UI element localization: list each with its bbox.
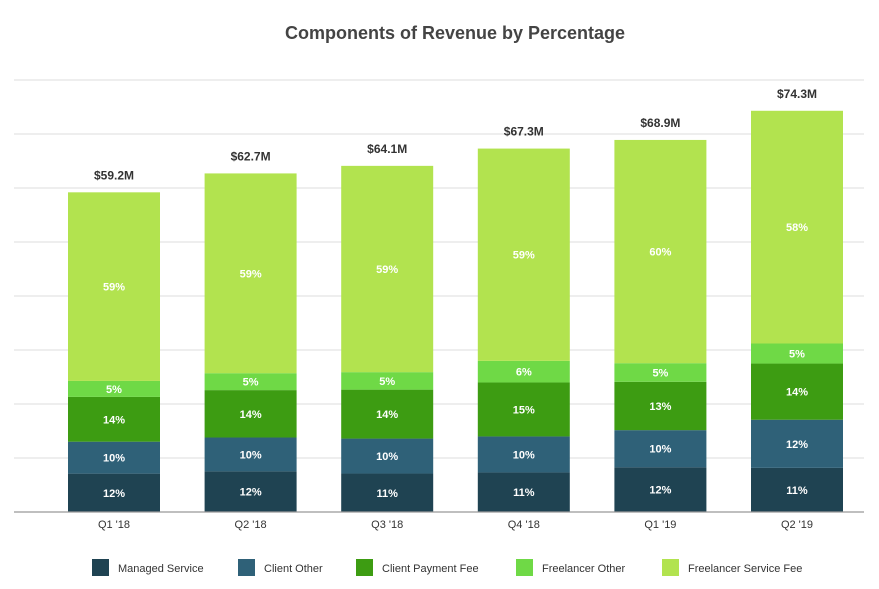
segment-label: 12% (240, 487, 262, 499)
legend-swatch (662, 559, 679, 576)
segment-label: 59% (103, 282, 125, 294)
legend: Managed Service Client Other Client Paymen… (92, 559, 802, 576)
legend-swatch (92, 559, 109, 576)
bar-segment (477, 382, 570, 437)
bar-segment (614, 381, 707, 431)
legend-item: Freelancer Other (516, 559, 625, 576)
segment-label: 12% (786, 439, 808, 451)
segment-label: 5% (789, 349, 805, 361)
chart-title: Components of Revenue by Percentage (285, 23, 625, 43)
bar-segment (751, 419, 843, 468)
segment-label: 10% (240, 449, 262, 461)
legend-item: Client Other (238, 559, 323, 576)
bar-segment (341, 372, 434, 390)
segment-label: 10% (513, 449, 535, 461)
bar-segment (204, 390, 297, 438)
segment-label: 6% (516, 367, 532, 379)
bar-segment (751, 110, 843, 344)
bar-segment (341, 473, 434, 512)
bar-segment (204, 437, 297, 472)
bar-segment (68, 441, 160, 474)
segment-label: 11% (786, 485, 808, 497)
bar-stack: 11% 10% 15% 6% 59% (477, 148, 570, 512)
segment-label: 5% (379, 376, 395, 388)
segment-label: 59% (376, 264, 398, 276)
bar-segment (614, 430, 707, 468)
bar-segment (68, 473, 160, 512)
bar-segment (614, 467, 707, 512)
segment-label: 12% (649, 485, 671, 497)
total-label: $74.3M (777, 87, 817, 101)
legend-swatch (356, 559, 373, 576)
bar-segment (68, 192, 160, 381)
segment-label: 14% (103, 414, 125, 426)
bar-segment (751, 467, 843, 512)
legend-swatch (238, 559, 255, 576)
bar-stack: 12% 10% 14% 5% 59% (204, 173, 297, 512)
bars: 12% 10% 14% 5% 59% 12% 10% 14% 5% 59% 11% 10% 14% 5% 5… (68, 110, 843, 512)
bar-stack: 12% 10% 14% 5% 59% (68, 192, 160, 512)
segment-label: 12% (103, 488, 125, 500)
segment-label: 14% (786, 387, 808, 399)
bar-segment (341, 165, 434, 373)
bar-segment (751, 363, 843, 420)
x-axis-ticks: Q1 '18 Q2 '18 Q3 '18 Q4 '18 Q1 '19 Q2 '19 (98, 519, 813, 531)
x-tick-label: Q1 '19 (644, 519, 676, 531)
bar-segment (751, 343, 843, 364)
legend-label: Freelancer Service Fee (688, 563, 802, 575)
segment-label: 5% (106, 384, 122, 396)
bar-segment (68, 380, 160, 397)
total-label: $64.1M (367, 142, 407, 156)
total-label: $68.9M (640, 116, 680, 130)
segment-label: 5% (652, 367, 668, 379)
segment-label: 11% (376, 488, 398, 500)
x-tick-label: Q2 '18 (235, 519, 267, 531)
segment-label: 59% (240, 268, 262, 280)
segment-label: 14% (240, 409, 262, 421)
bar-segment (204, 373, 297, 391)
bar-segment (204, 471, 297, 512)
segment-label: 10% (649, 444, 671, 456)
total-labels: $59.2M $62.7M $64.1M $67.3M $68.9M $74.3M (94, 87, 817, 183)
bar-stack: 12% 10% 13% 5% 60% (614, 139, 707, 512)
legend-item: Freelancer Service Fee (662, 559, 802, 576)
bar-segment (204, 173, 297, 374)
bar-segment (614, 139, 707, 364)
segment-label: 11% (513, 487, 535, 499)
bar-segment (341, 438, 434, 474)
legend-label: Managed Service (118, 563, 204, 575)
total-label: $67.3M (504, 125, 544, 139)
segment-label: 5% (243, 377, 259, 389)
segment-label: 13% (649, 401, 671, 413)
bar-segment (614, 363, 707, 382)
bar-segment (477, 148, 570, 361)
segment-label: 14% (376, 409, 398, 421)
segment-label: 60% (649, 247, 671, 259)
x-tick-label: Q4 '18 (508, 519, 540, 531)
legend-label: Client Payment Fee (382, 563, 479, 575)
bar-stack: 11% 10% 14% 5% 59% (341, 165, 434, 512)
legend-swatch (516, 559, 533, 576)
segment-label: 15% (513, 404, 535, 416)
x-tick-label: Q3 '18 (371, 519, 403, 531)
bar-segment (477, 472, 570, 512)
legend-item: Client Payment Fee (356, 559, 479, 576)
segment-label: 59% (513, 250, 535, 262)
bar-stack: 11% 12% 14% 5% 58% (751, 110, 843, 512)
legend-label: Client Other (264, 563, 323, 575)
legend-label: Freelancer Other (542, 563, 625, 575)
bar-segment (68, 396, 160, 442)
segment-label: 10% (103, 453, 125, 465)
bar-segment (341, 389, 434, 439)
segment-label: 58% (786, 222, 808, 234)
total-label: $62.7M (231, 149, 271, 163)
bar-segment (477, 360, 570, 383)
total-label: $59.2M (94, 168, 134, 182)
bar-segment (477, 436, 570, 473)
legend-item: Managed Service (92, 559, 204, 576)
segment-label: 10% (376, 451, 398, 463)
x-tick-label: Q2 '19 (781, 519, 813, 531)
x-tick-label: Q1 '18 (98, 519, 130, 531)
